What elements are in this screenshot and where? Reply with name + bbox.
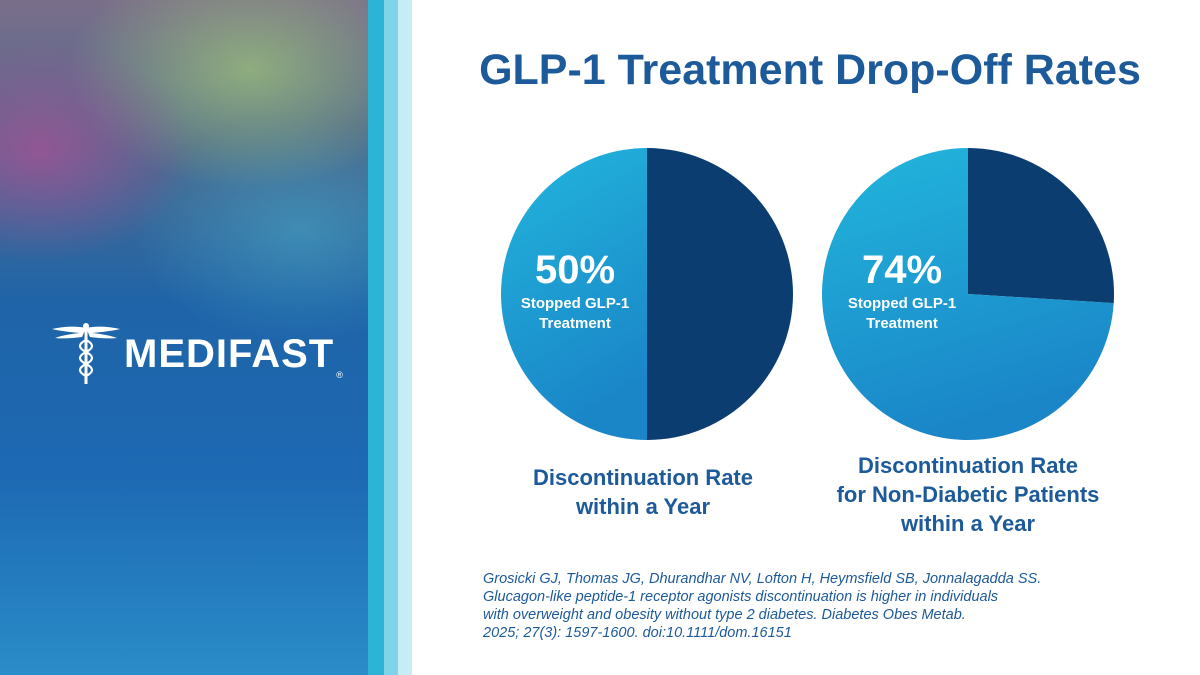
caduceus-icon	[52, 323, 120, 384]
citation-line: Grosicki GJ, Thomas JG, Dhurandhar NV, L…	[483, 571, 1042, 587]
pie-2-desc-line: Treatment	[866, 315, 938, 332]
citation-line: Glucagon-like peptide-1 receptor agonist…	[483, 589, 999, 605]
citation-line: 2025; 27(3): 1597-1600. doi:10.1111/dom.…	[483, 625, 792, 641]
pie-2-slice-label: 74% Stopped GLP-1 Treatment	[834, 250, 970, 334]
medifast-logo: MEDIFAST ®	[50, 322, 343, 386]
pie-2-caption: Discontinuation Rate for Non-Diabetic Pa…	[808, 451, 1128, 538]
pie-1-slice-label: 50% Stopped GLP-1 Treatment	[507, 250, 643, 334]
pie-1-value-label: 50%	[534, 248, 616, 292]
caption-line: within a Year	[575, 494, 711, 519]
caption-line: for Non-Diabetic Patients	[836, 482, 1100, 507]
caption-line: Discontinuation Rate	[532, 465, 753, 490]
pie-2-value-label: 74%	[861, 248, 943, 292]
pie-2-desc-line: Stopped GLP-1	[847, 295, 957, 312]
citation: Grosicki GJ, Thomas JG, Dhurandhar NV, L…	[483, 570, 1163, 642]
pie-1-desc-line: Stopped GLP-1	[520, 295, 630, 312]
pie-slice-stopped	[501, 148, 647, 440]
accent-stripe	[384, 0, 398, 675]
logo-wordmark: MEDIFAST	[124, 332, 335, 376]
registered-mark: ®	[336, 370, 343, 380]
slide-title: GLP-1 Treatment Drop-Off Rates	[479, 46, 1141, 94]
caption-line: within a Year	[900, 511, 1036, 536]
caption-line: Discontinuation Rate	[857, 453, 1078, 478]
pie-1-desc-line: Treatment	[539, 315, 611, 332]
pie-1-caption: Discontinuation Rate within a Year	[497, 463, 789, 521]
citation-line: with overweight and obesity without type…	[483, 607, 966, 623]
pie-chart-2: 74% Stopped GLP-1 Treatment	[820, 146, 1116, 442]
accent-stripe	[398, 0, 412, 675]
accent-stripe	[368, 0, 384, 675]
pie-slice-remaining	[647, 148, 793, 440]
pie-slice-remaining	[968, 148, 1114, 304]
pie-chart-1: 50% Stopped GLP-1 Treatment	[499, 146, 795, 442]
pie-slice-stopped	[822, 148, 1114, 440]
